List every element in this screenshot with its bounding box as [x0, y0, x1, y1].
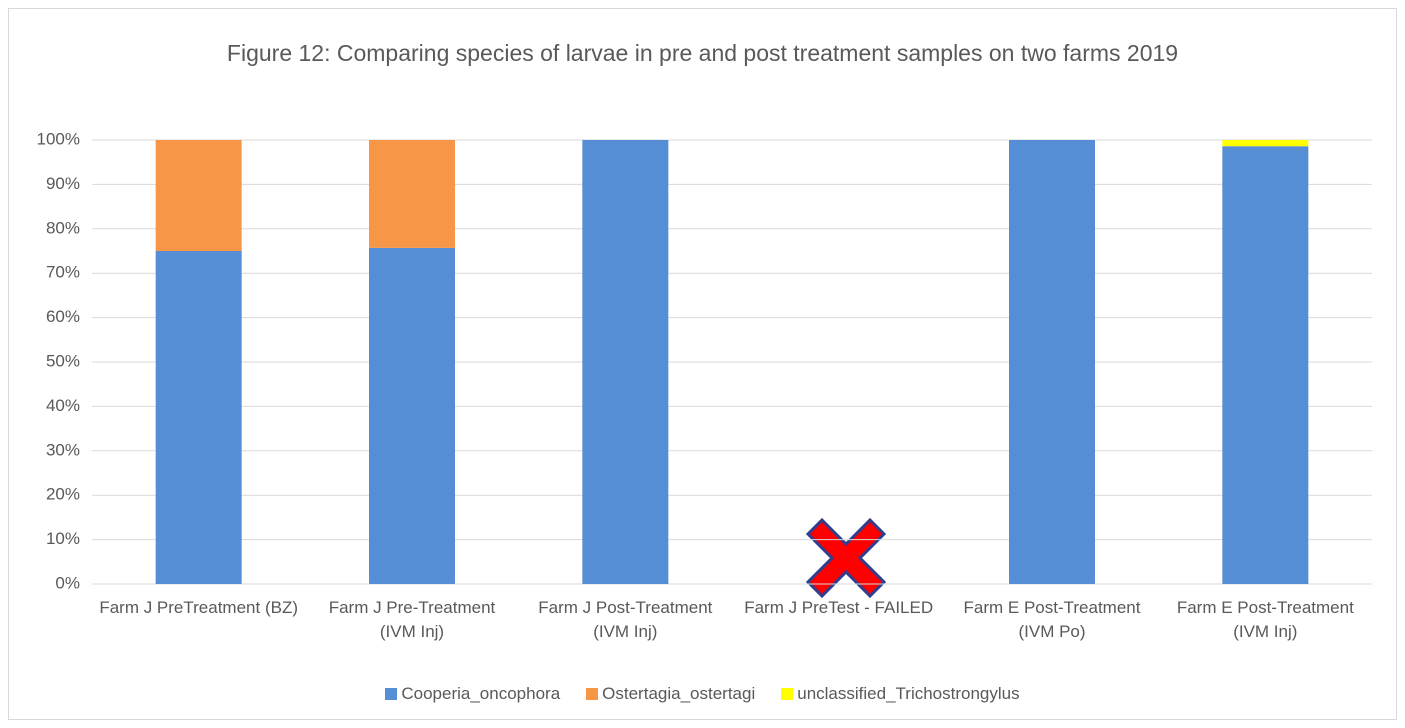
y-tick-label: 70%: [46, 263, 80, 282]
x-tick-label: Farm J Pre-Treatment (IVM Inj): [328, 598, 496, 641]
chart-title: Figure 12: Comparing species of larvae i…: [226, 40, 1179, 66]
legend-item: Ostertagia_ostertagi: [586, 684, 755, 704]
legend-label: Cooperia_oncophora: [401, 684, 561, 703]
y-tick-label: 90%: [46, 174, 80, 193]
legend-swatch: [781, 688, 794, 700]
legend-label: Ostertagia_ostertagi: [602, 684, 756, 703]
legend: Cooperia_oncophora Ostertagia_ostertagi un…: [0, 684, 1405, 704]
y-tick-label: 60%: [46, 307, 80, 326]
y-tick-label: 0%: [55, 573, 80, 592]
bar-segment: [369, 247, 455, 584]
legend-item: Cooperia_oncophora: [385, 684, 560, 704]
bar-segment: [369, 140, 455, 248]
chart-frame: [8, 8, 1397, 720]
legend-item: unclassified_Trichostrongylus: [781, 684, 1020, 704]
bar-segment: [582, 140, 669, 584]
x-tick-label: Farm J Post-Treatment (IVM Inj): [538, 598, 713, 641]
y-tick-label: 50%: [46, 351, 80, 370]
x-tick-label: Farm J PreTreatment (BZ): [99, 598, 298, 617]
legend-label: unclassified_Trichostrongylus: [797, 684, 1020, 703]
y-tick-label: 10%: [46, 529, 80, 548]
x-tick-label: Farm E Post-Treatment (IVM Inj): [1176, 598, 1354, 641]
legend-swatch: [586, 688, 599, 700]
y-tick-label: 80%: [46, 218, 80, 237]
bar-segment: [155, 251, 242, 584]
y-tick-label: 100%: [37, 129, 80, 148]
bar-segment: [155, 140, 242, 251]
y-tick-label: 20%: [46, 485, 80, 504]
x-tick-label: Farm E Post-Treatment (IVM Po): [963, 598, 1141, 641]
bar-segment: [1009, 140, 1095, 584]
legend-swatch: [385, 688, 398, 700]
bar-segment: [1222, 146, 1309, 584]
y-tick-label: 30%: [46, 440, 80, 459]
failed-cross: [805, 517, 887, 599]
bar-segment: [1222, 140, 1309, 147]
x-tick-label: Farm J PreTest - FAILED: [744, 598, 934, 617]
y-tick-label: 40%: [46, 396, 80, 415]
